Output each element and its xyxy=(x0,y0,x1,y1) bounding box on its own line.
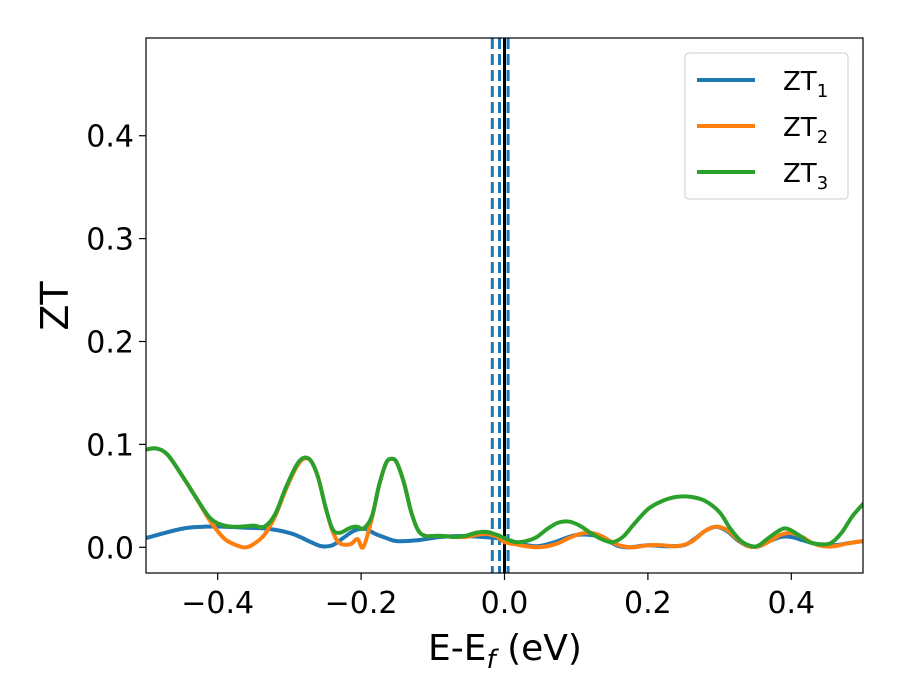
y-axis-title: ZT xyxy=(33,281,77,331)
reference-lines xyxy=(490,38,510,573)
legend: ZT1 ZT2 ZT3 xyxy=(684,52,849,200)
series-line-zt3 xyxy=(146,446,863,549)
legend-box xyxy=(684,52,849,200)
y-tick-label: 0.3 xyxy=(86,223,134,258)
y-axis: 0.0 0.1 0.2 0.3 0.4 xyxy=(86,120,146,566)
legend-label-zt2: ZT2 xyxy=(783,113,828,148)
x-tick-label: 0.4 xyxy=(767,586,815,621)
x-axis: −0.4 −0.2 0.0 0.2 0.4 xyxy=(181,573,815,621)
y-tick-label: 0.4 xyxy=(86,120,134,155)
x-tick-label: −0.2 xyxy=(325,586,398,621)
y-tick-label: 0.1 xyxy=(86,428,134,463)
series-layer xyxy=(146,446,863,550)
y-tick-label: 0.2 xyxy=(86,326,134,361)
x-tick-label: 0.0 xyxy=(481,586,529,621)
legend-label-zt3: ZT3 xyxy=(783,159,828,194)
x-tick-label: −0.4 xyxy=(181,586,254,621)
y-tick-label: 0.0 xyxy=(86,531,134,566)
x-axis-title: E-Ef (eV) xyxy=(428,628,582,675)
x-tick-label: 0.2 xyxy=(624,586,672,621)
legend-label-zt1: ZT1 xyxy=(783,67,828,102)
